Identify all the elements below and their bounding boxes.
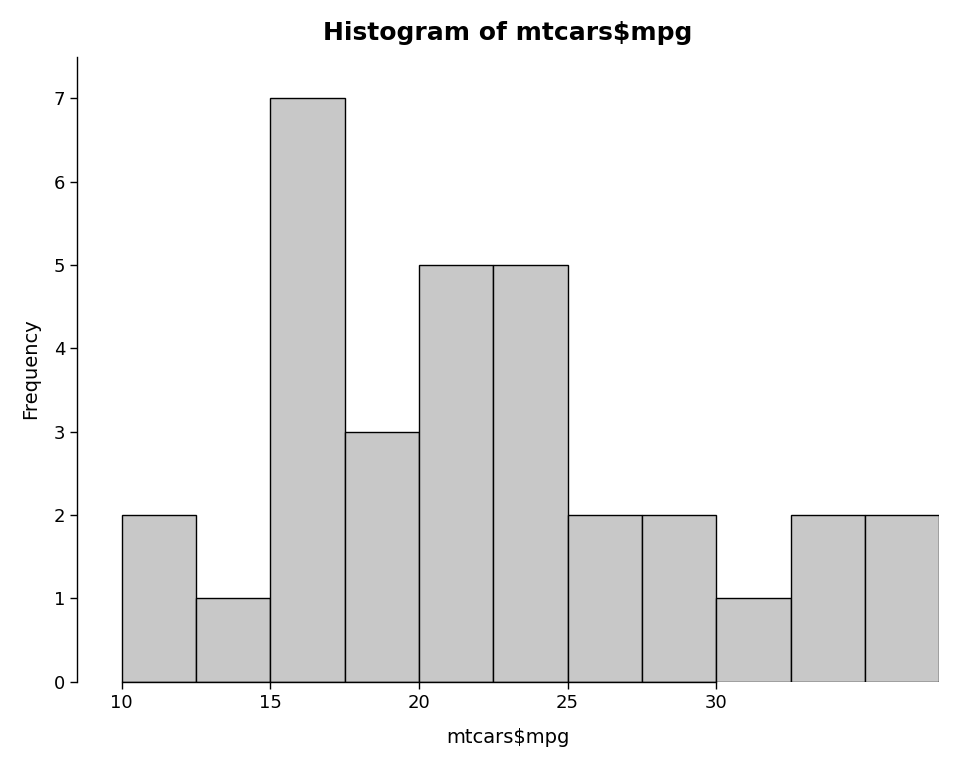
Bar <box>865 515 939 682</box>
Bar <box>642 515 716 682</box>
Bar <box>493 265 567 682</box>
X-axis label: mtcars$mpg: mtcars$mpg <box>446 728 570 747</box>
Bar <box>790 515 865 682</box>
Bar <box>345 432 419 682</box>
Title: Histogram of mtcars$mpg: Histogram of mtcars$mpg <box>324 21 693 45</box>
Bar <box>196 598 271 682</box>
Bar <box>716 598 790 682</box>
Bar <box>271 98 345 682</box>
Bar <box>122 515 196 682</box>
Y-axis label: Frequency: Frequency <box>21 319 39 419</box>
Bar <box>419 265 493 682</box>
Bar <box>567 515 642 682</box>
